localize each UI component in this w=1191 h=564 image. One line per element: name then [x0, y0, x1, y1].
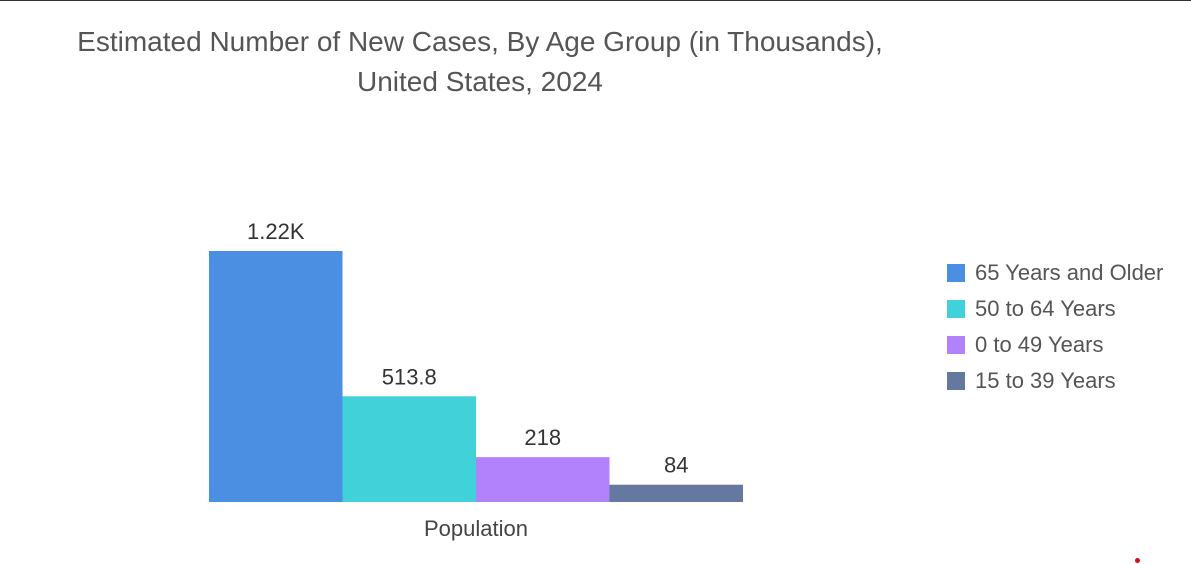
bar-value-label: 1.22K — [247, 219, 305, 244]
legend-swatch — [947, 336, 965, 354]
top-border — [0, 0, 1191, 1]
legend-label: 15 to 39 Years — [975, 368, 1116, 393]
legend: 65 Years and Older 50 to 64 Years 0 to 4… — [947, 255, 1163, 399]
legend-item-65-and-older[interactable]: 65 Years and Older — [947, 255, 1163, 291]
chart-title-line-2: United States, 2024 — [357, 66, 603, 97]
bar-0-to-49-years[interactable] — [476, 457, 610, 502]
bar-50-to-64-years[interactable] — [342, 396, 477, 502]
decorative-dot — [1135, 558, 1140, 563]
chart-title-line-1: Estimated Number of New Cases, By Age Gr… — [77, 26, 883, 57]
chart-title: Estimated Number of New Cases, By Age Gr… — [0, 22, 960, 102]
bar-value-label: 84 — [664, 453, 688, 478]
data-labels-group: 1.22K 513.8 218 84 — [247, 219, 688, 478]
x-category-label: Population — [424, 516, 528, 541]
legend-swatch — [947, 300, 965, 318]
bar-value-label: 513.8 — [382, 364, 437, 389]
bar-value-label: 218 — [524, 425, 561, 450]
legend-label: 0 to 49 Years — [975, 332, 1104, 357]
legend-swatch — [947, 372, 965, 390]
bar-15-to-39-years[interactable] — [609, 484, 744, 502]
legend-label: 50 to 64 Years — [975, 296, 1116, 321]
legend-item-15-to-39[interactable]: 15 to 39 Years — [947, 363, 1163, 399]
bar-65-years-and-older[interactable] — [209, 251, 343, 502]
legend-label: 65 Years and Older — [975, 260, 1164, 285]
legend-item-0-to-49[interactable]: 0 to 49 Years — [947, 327, 1163, 363]
legend-item-50-to-64[interactable]: 50 to 64 Years — [947, 291, 1163, 327]
legend-swatch — [947, 264, 965, 282]
bars-group — [209, 251, 743, 502]
